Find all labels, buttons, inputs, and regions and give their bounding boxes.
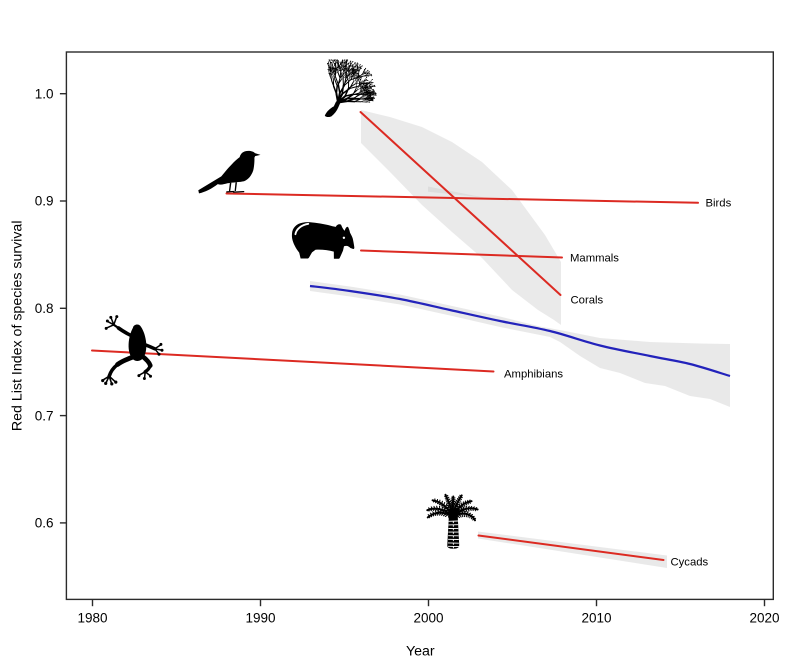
svg-text:1990: 1990 — [245, 610, 275, 625]
svg-text:0.6: 0.6 — [35, 516, 54, 531]
svg-text:0.9: 0.9 — [35, 194, 54, 209]
svg-text:Mammals: Mammals — [570, 253, 619, 265]
svg-text:1980: 1980 — [77, 610, 107, 625]
svg-text:2020: 2020 — [749, 610, 779, 625]
svg-text:2010: 2010 — [581, 610, 611, 625]
svg-text:0.8: 0.8 — [35, 301, 54, 316]
svg-text:2000: 2000 — [413, 610, 443, 625]
svg-text:Corals: Corals — [571, 295, 604, 307]
svg-text:Year: Year — [406, 644, 435, 660]
svg-text:0.7: 0.7 — [35, 408, 54, 423]
svg-text:Cycads: Cycads — [671, 556, 709, 568]
svg-text:Red List Index of species surv: Red List Index of species survival — [10, 221, 26, 432]
svg-text:Birds: Birds — [706, 197, 732, 209]
svg-text:1.0: 1.0 — [35, 86, 54, 101]
svg-text:Amphibians: Amphibians — [504, 369, 563, 381]
